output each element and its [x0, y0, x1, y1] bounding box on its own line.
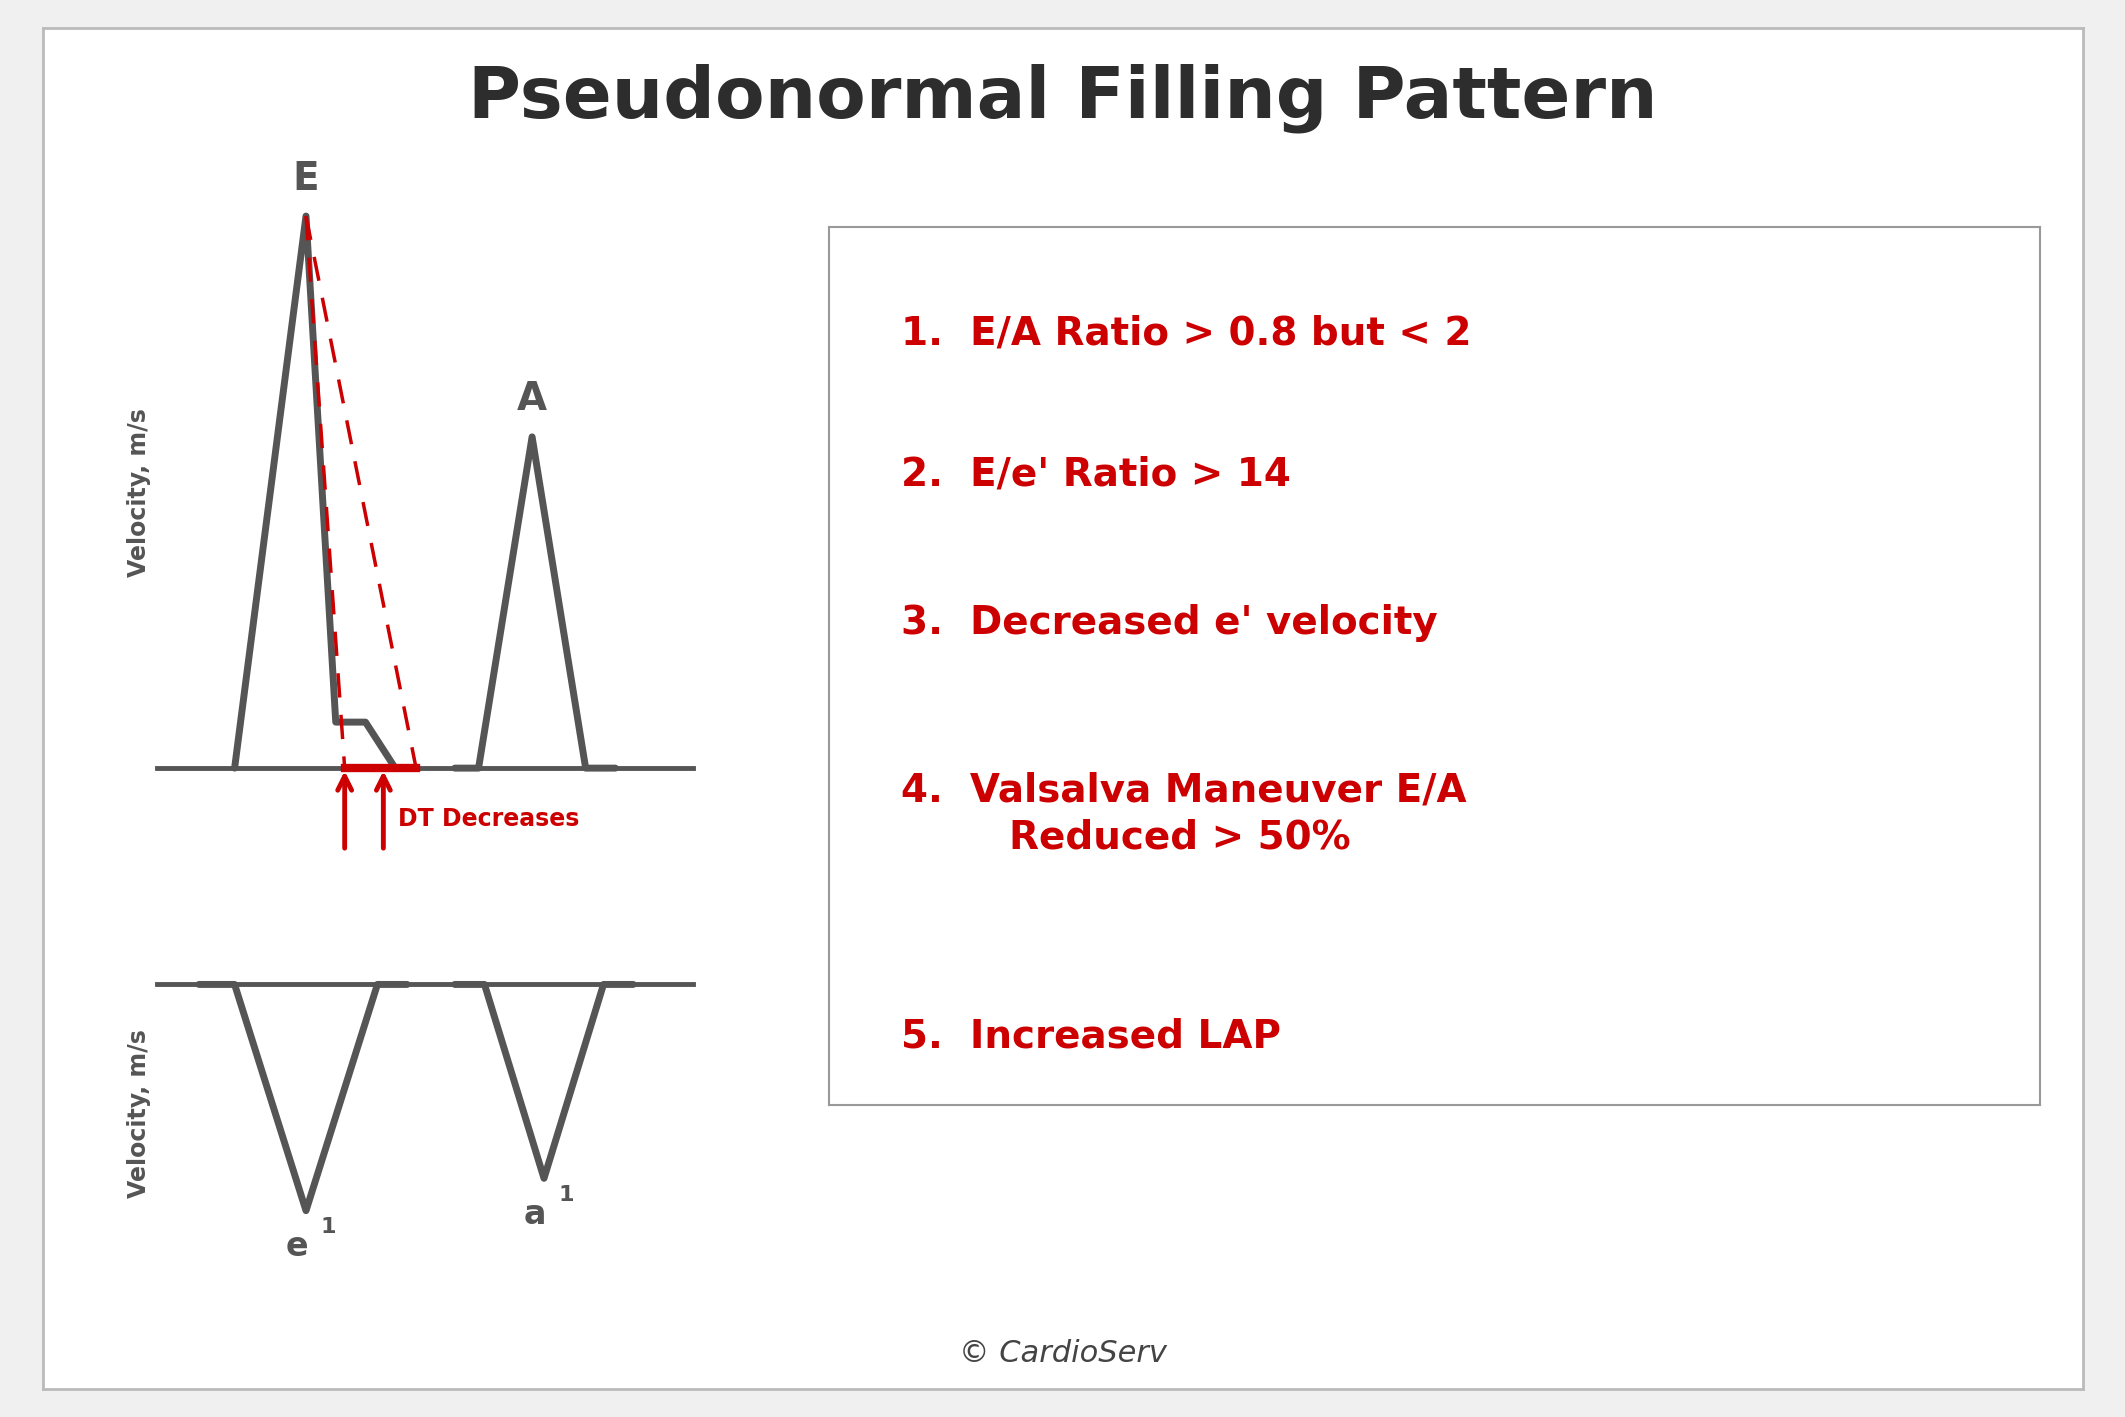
Text: 1: 1 [321, 1217, 336, 1237]
Text: 1: 1 [559, 1185, 574, 1204]
Text: 1.  E/A Ratio > 0.8 but < 2: 1. E/A Ratio > 0.8 but < 2 [901, 315, 1473, 353]
Text: A: A [516, 381, 546, 418]
Text: 4.  Valsalva Maneuver E/A
        Reduced > 50%: 4. Valsalva Maneuver E/A Reduced > 50% [901, 771, 1466, 856]
Text: © CardioServ: © CardioServ [958, 1339, 1167, 1367]
Text: DT Decreases: DT Decreases [397, 806, 580, 830]
Text: 2.  E/e' Ratio > 14: 2. E/e' Ratio > 14 [901, 455, 1292, 493]
Text: 3.  Decreased e' velocity: 3. Decreased e' velocity [901, 605, 1439, 642]
Text: Pseudonormal Filling Pattern: Pseudonormal Filling Pattern [468, 64, 1658, 133]
Text: 5.  Increased LAP: 5. Increased LAP [901, 1017, 1281, 1056]
Text: E: E [293, 160, 319, 197]
Text: Velocity, m/s: Velocity, m/s [128, 1029, 151, 1199]
Text: Velocity, m/s: Velocity, m/s [128, 408, 151, 577]
Text: e: e [285, 1230, 308, 1263]
Text: a: a [525, 1197, 546, 1231]
